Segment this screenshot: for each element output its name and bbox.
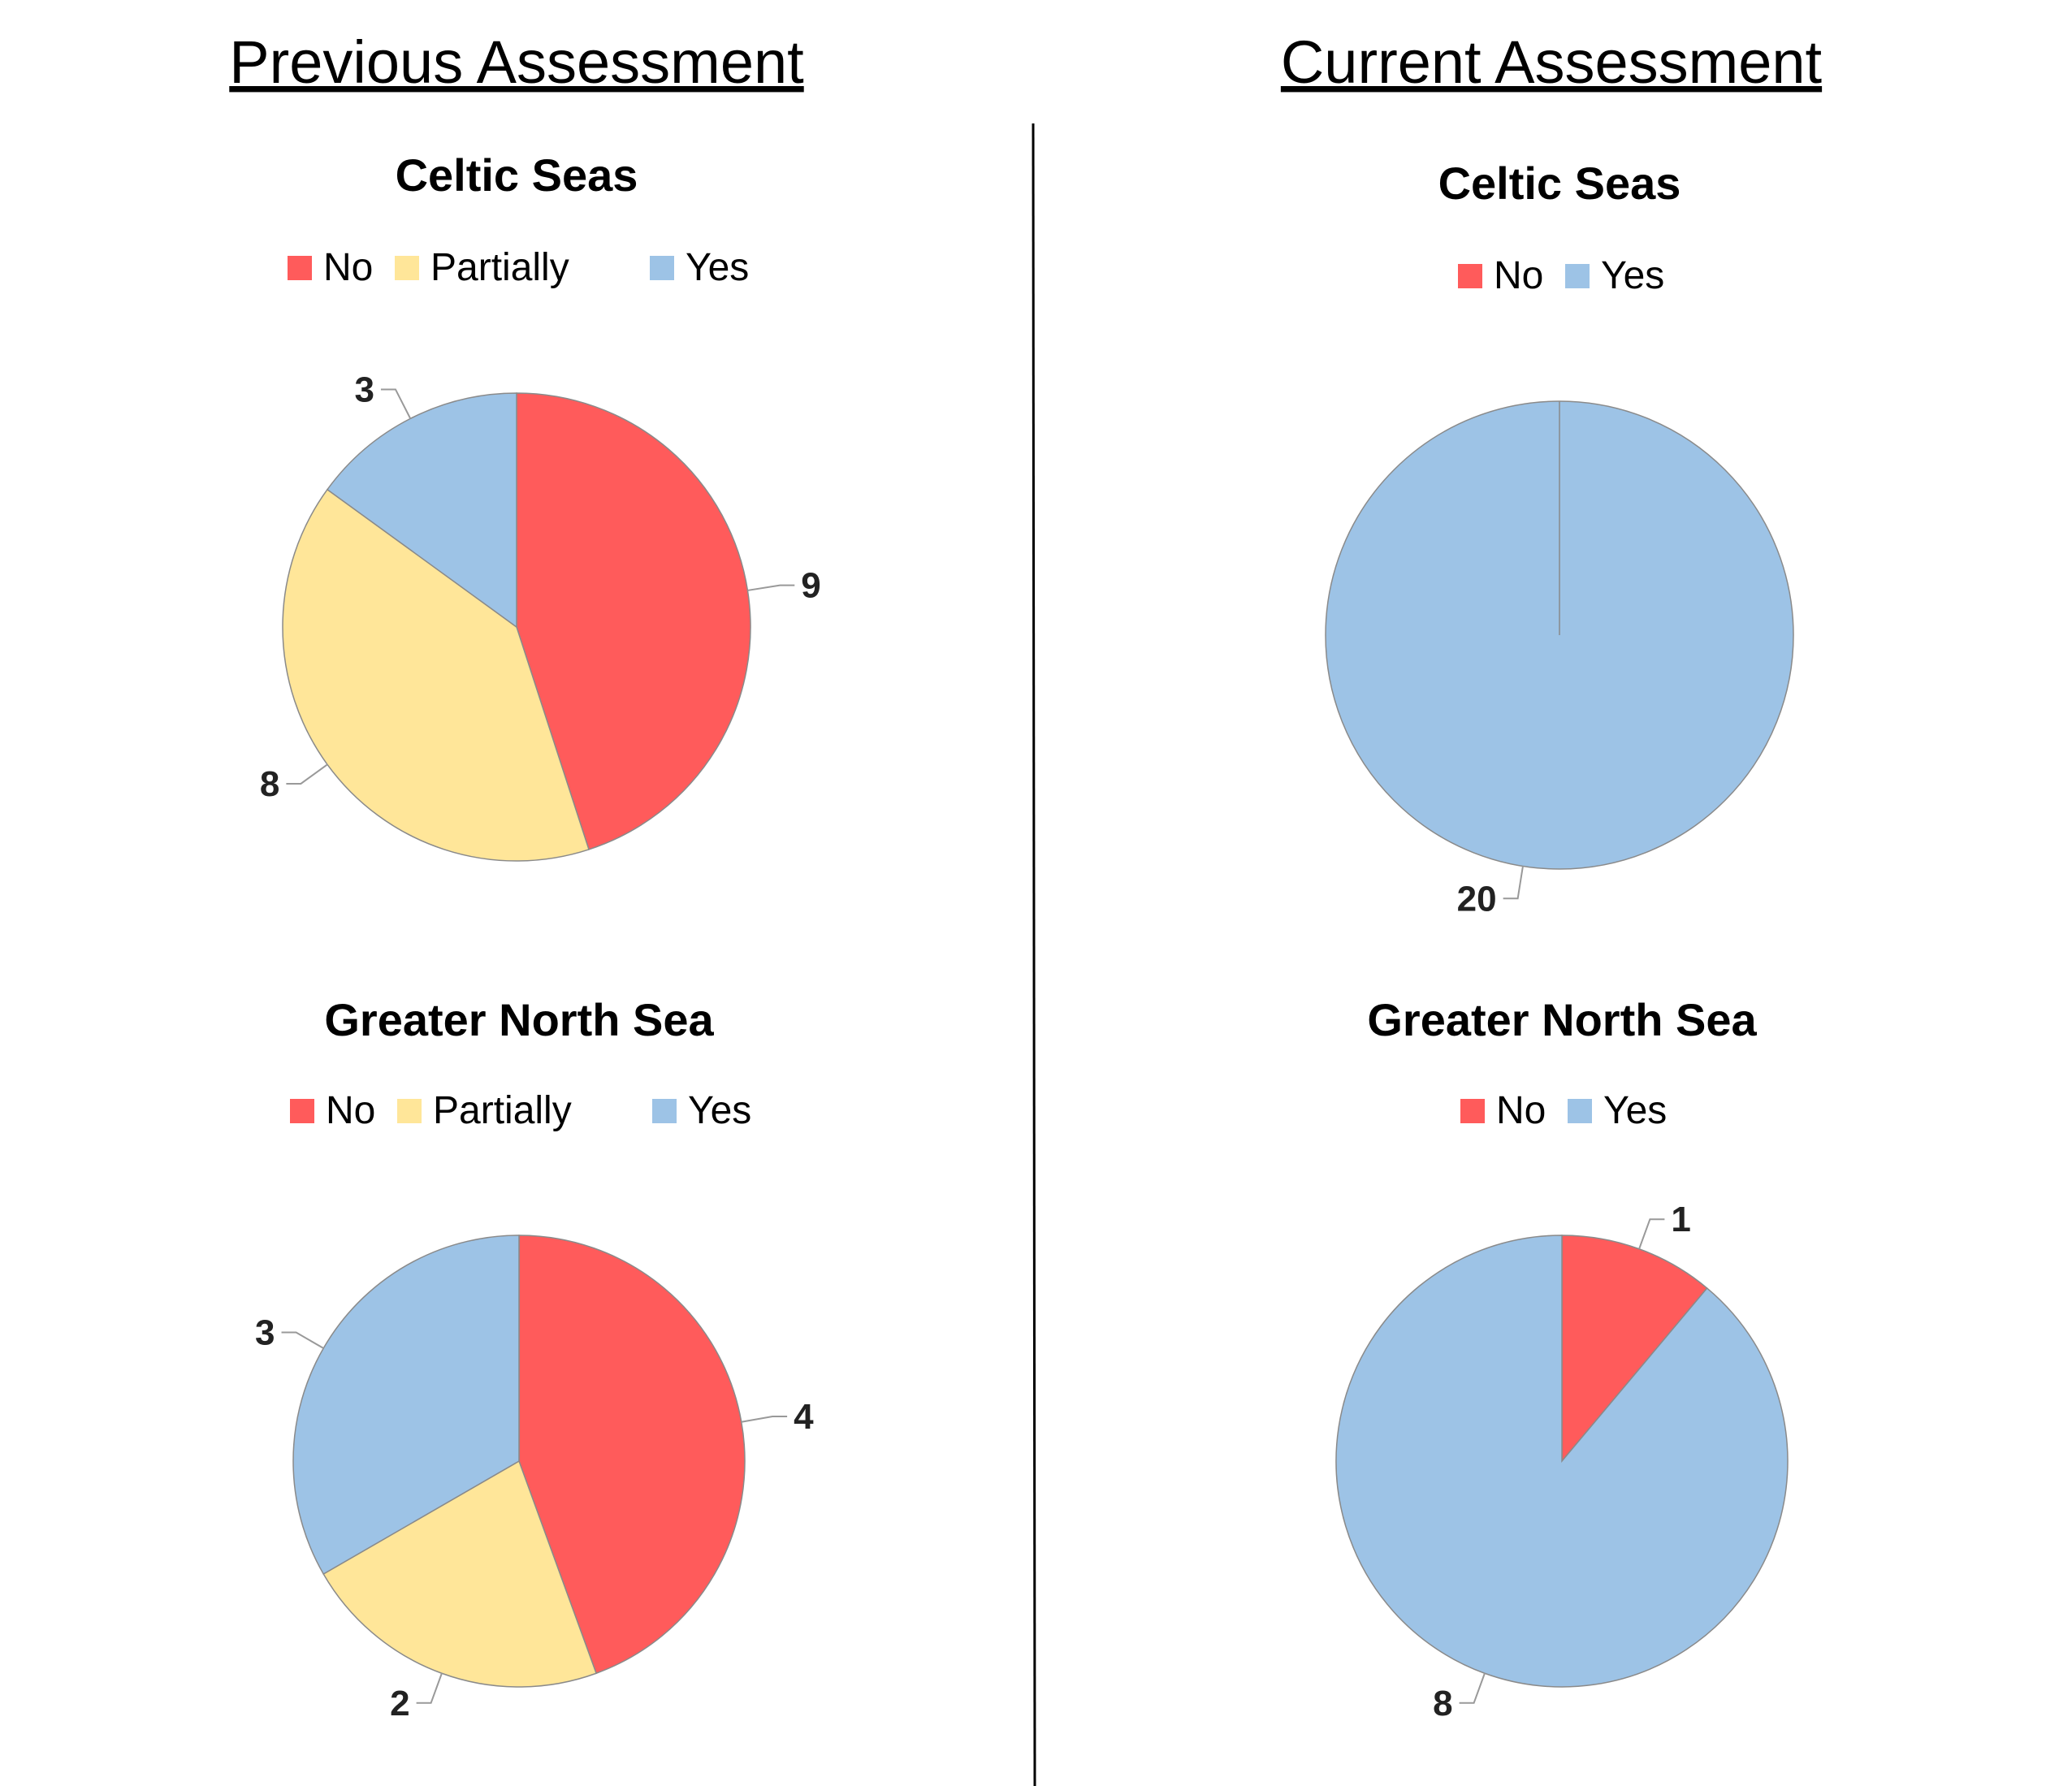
pie-slice-partially xyxy=(322,1460,598,1688)
chart-title: Greater North Sea xyxy=(1367,994,1757,1045)
pie-chart-1: Celtic Seas No Partially Yes 9 8 3 xyxy=(260,149,821,862)
legend-swatch-yes xyxy=(1568,1099,1592,1123)
pie-chart-4: Greater North Sea No Yes 1 8 xyxy=(1335,994,1789,1723)
legend-label-yes: Yes xyxy=(686,246,749,289)
legend-swatch-yes xyxy=(650,256,674,280)
leader-line xyxy=(416,1672,443,1704)
leader-line xyxy=(380,388,412,419)
data-label-partially: 2 xyxy=(390,1684,409,1723)
legend-label-no: No xyxy=(323,246,373,289)
legend-swatch-partially xyxy=(395,256,419,280)
legend-label-no: No xyxy=(1496,1089,1546,1132)
legend-label-no: No xyxy=(326,1089,375,1132)
pie-slice-partially xyxy=(282,488,590,862)
chart-title: Celtic Seas xyxy=(1438,158,1681,209)
legend-swatch-no xyxy=(1460,1099,1485,1123)
pie-slice-yes xyxy=(292,1235,520,1576)
data-label-yes: 8 xyxy=(1433,1684,1452,1723)
legend: No Partially Yes xyxy=(288,246,749,289)
legend-swatch-no xyxy=(1458,264,1482,288)
data-label-yes: 20 xyxy=(1457,879,1497,919)
legend-swatch-yes xyxy=(652,1099,677,1123)
leader-line xyxy=(741,1415,788,1423)
legend-label-no: No xyxy=(1494,254,1543,297)
legend-label-partially: Partially xyxy=(430,246,569,289)
pie-chart-3: Greater North Sea No Partially Yes 4 2 3 xyxy=(255,994,814,1723)
pie-slice-no xyxy=(516,392,751,850)
leader-line xyxy=(281,1331,324,1349)
legend-label-yes: Yes xyxy=(1603,1089,1667,1132)
section-title-current: Current Assessment xyxy=(1281,28,1823,96)
leader-line xyxy=(286,763,328,785)
pie-chart-2: Celtic Seas No Yes 20 xyxy=(1325,158,1794,919)
legend-label-yes: Yes xyxy=(1601,254,1664,297)
section-title-previous: Previous Assessment xyxy=(229,28,804,96)
pie-slice-no xyxy=(518,1235,746,1675)
data-label-yes: 3 xyxy=(354,370,374,409)
legend-label-partially: Partially xyxy=(433,1089,572,1132)
leader-line xyxy=(1503,866,1524,900)
legend-label-yes: Yes xyxy=(688,1089,751,1132)
leader-line xyxy=(1459,1672,1486,1704)
legend-swatch-no xyxy=(288,256,312,280)
legend: No Partially Yes xyxy=(290,1089,751,1132)
chart-title: Celtic Seas xyxy=(396,149,638,201)
legend-swatch-no xyxy=(290,1099,314,1123)
pie-slice-yes xyxy=(1335,1235,1789,1688)
data-label-partially: 8 xyxy=(260,764,279,804)
leader-line xyxy=(1638,1218,1665,1250)
section-divider xyxy=(1032,123,1036,1786)
data-label-no: 9 xyxy=(801,566,820,606)
legend-swatch-yes xyxy=(1565,264,1590,288)
data-label-yes: 3 xyxy=(255,1313,275,1353)
data-label-no: 1 xyxy=(1671,1200,1690,1239)
legend: No Yes xyxy=(1458,254,1664,297)
data-label-no: 4 xyxy=(794,1397,814,1437)
legend-swatch-partially xyxy=(397,1099,422,1123)
legend: No Yes xyxy=(1460,1089,1667,1132)
leader-line xyxy=(747,584,795,591)
chart-title: Greater North Sea xyxy=(324,994,714,1045)
